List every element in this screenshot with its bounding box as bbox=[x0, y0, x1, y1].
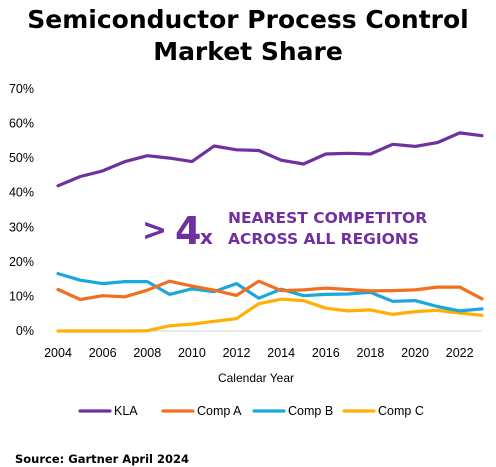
title-line-1: Semiconductor Process Control bbox=[27, 5, 469, 34]
chart-title: Semiconductor Process Control Market Sha… bbox=[0, 4, 496, 68]
source-note: Source: Gartner April 2024 bbox=[15, 452, 189, 466]
y-tick-labels: 0% 10% 20% 30% 40% 50% 60% 70% bbox=[9, 82, 34, 338]
y-tick-label: 50% bbox=[9, 151, 34, 165]
y-tick-label: 60% bbox=[9, 117, 34, 131]
x-axis-label: Calendar Year bbox=[218, 371, 294, 385]
x-tick-label: 2008 bbox=[133, 346, 161, 360]
legend-label-comp-c: Comp C bbox=[378, 404, 424, 418]
legend-label-comp-b: Comp B bbox=[288, 404, 333, 418]
series-line-comp-a bbox=[56, 279, 484, 302]
line-chart: 0% 10% 20% 30% 40% 50% 60% 70% 2004 2006 2008 2010… bbox=[9, 82, 484, 418]
series-line-kla bbox=[56, 131, 484, 188]
x-tick-label: 2006 bbox=[89, 346, 117, 360]
x-tick-label: 2014 bbox=[267, 346, 295, 360]
callout-x: x bbox=[200, 225, 213, 249]
callout-line-1: NEAREST COMPETITOR bbox=[228, 209, 427, 227]
x-tick-label: 2012 bbox=[223, 346, 251, 360]
callout: > 4 x NEAREST COMPETITOR ACROSS ALL REGI… bbox=[142, 209, 427, 253]
x-tick-label: 2022 bbox=[446, 346, 474, 360]
x-tick-label: 2016 bbox=[312, 346, 340, 360]
y-tick-label: 30% bbox=[9, 220, 34, 234]
y-tick-label: 20% bbox=[9, 255, 34, 269]
title-line-2: Market Share bbox=[153, 37, 343, 66]
callout-line-2: ACROSS ALL REGIONS bbox=[228, 230, 419, 248]
y-tick-label: 0% bbox=[16, 324, 34, 338]
callout-multiple: 4 bbox=[175, 209, 201, 253]
x-tick-label: 2020 bbox=[401, 346, 429, 360]
y-tick-label: 10% bbox=[9, 289, 34, 303]
callout-gt: > bbox=[142, 213, 167, 248]
x-tick-label: 2004 bbox=[44, 346, 72, 360]
legend-label-kla: KLA bbox=[114, 404, 138, 418]
series-line-comp-b bbox=[56, 272, 484, 313]
y-tick-label: 40% bbox=[9, 186, 34, 200]
x-tick-label: 2018 bbox=[357, 346, 385, 360]
series-lines bbox=[56, 131, 484, 333]
legend-label-comp-a: Comp A bbox=[197, 404, 242, 418]
legend: KLA Comp A Comp B Comp C bbox=[78, 404, 424, 418]
x-tick-labels: 2004 2006 2008 2010 2012 2014 2016 2018 2020 2022 bbox=[44, 346, 474, 360]
series-line-comp-c bbox=[56, 297, 484, 333]
y-tick-label: 70% bbox=[9, 82, 34, 96]
x-tick-label: 2010 bbox=[178, 346, 206, 360]
